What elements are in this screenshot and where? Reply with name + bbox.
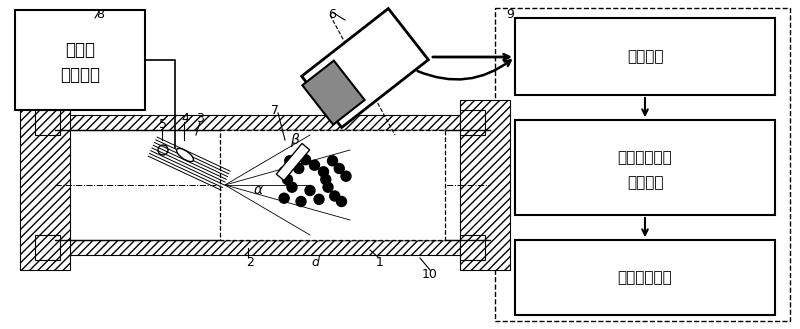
Circle shape	[279, 167, 289, 177]
Circle shape	[334, 164, 344, 173]
Text: 2: 2	[246, 256, 254, 268]
Circle shape	[341, 171, 351, 181]
Circle shape	[318, 167, 329, 177]
Circle shape	[314, 194, 324, 204]
Text: 9: 9	[506, 8, 514, 21]
Text: 图像采集: 图像采集	[626, 49, 663, 64]
Text: 控制模块: 控制模块	[60, 66, 100, 84]
Polygon shape	[302, 9, 428, 127]
Text: $\beta$: $\beta$	[290, 131, 300, 149]
Bar	[35, 110, 60, 135]
Circle shape	[321, 174, 330, 185]
Bar	[20, 100, 70, 270]
Bar	[35, 235, 60, 260]
Text: 10: 10	[422, 268, 438, 282]
Circle shape	[287, 182, 297, 192]
Bar	[460, 100, 510, 270]
Text: 4: 4	[181, 112, 189, 124]
Circle shape	[305, 186, 315, 195]
Ellipse shape	[177, 148, 194, 162]
Circle shape	[279, 193, 289, 203]
Circle shape	[327, 156, 338, 166]
Bar	[55, 240, 490, 255]
Text: 8: 8	[96, 8, 104, 21]
Text: 数据分析: 数据分析	[626, 175, 663, 190]
Text: 1: 1	[376, 256, 384, 268]
Text: 6: 6	[328, 8, 336, 21]
Circle shape	[323, 182, 333, 192]
Bar	[15, 10, 145, 110]
Polygon shape	[302, 61, 365, 125]
Text: 软件用户界面: 软件用户界面	[618, 270, 672, 286]
Text: 7: 7	[271, 104, 279, 116]
Bar	[220, 130, 445, 240]
Polygon shape	[276, 143, 310, 181]
Circle shape	[296, 196, 306, 207]
Circle shape	[285, 156, 294, 166]
Circle shape	[294, 164, 304, 173]
Bar	[460, 110, 485, 135]
Bar	[515, 18, 775, 95]
Circle shape	[310, 160, 319, 170]
Text: 5: 5	[159, 118, 167, 132]
Bar	[460, 235, 485, 260]
Circle shape	[337, 196, 346, 207]
Bar	[515, 120, 775, 215]
Text: 3: 3	[196, 112, 204, 124]
Text: d: d	[311, 256, 319, 268]
Circle shape	[282, 174, 293, 185]
Circle shape	[330, 191, 340, 201]
Bar	[515, 240, 775, 315]
Bar	[495, 8, 790, 321]
Bar	[55, 115, 490, 130]
Text: 图像处理以及: 图像处理以及	[618, 150, 672, 165]
Text: 激光器: 激光器	[65, 41, 95, 59]
Circle shape	[301, 155, 310, 165]
Text: $\alpha$: $\alpha$	[253, 183, 263, 197]
